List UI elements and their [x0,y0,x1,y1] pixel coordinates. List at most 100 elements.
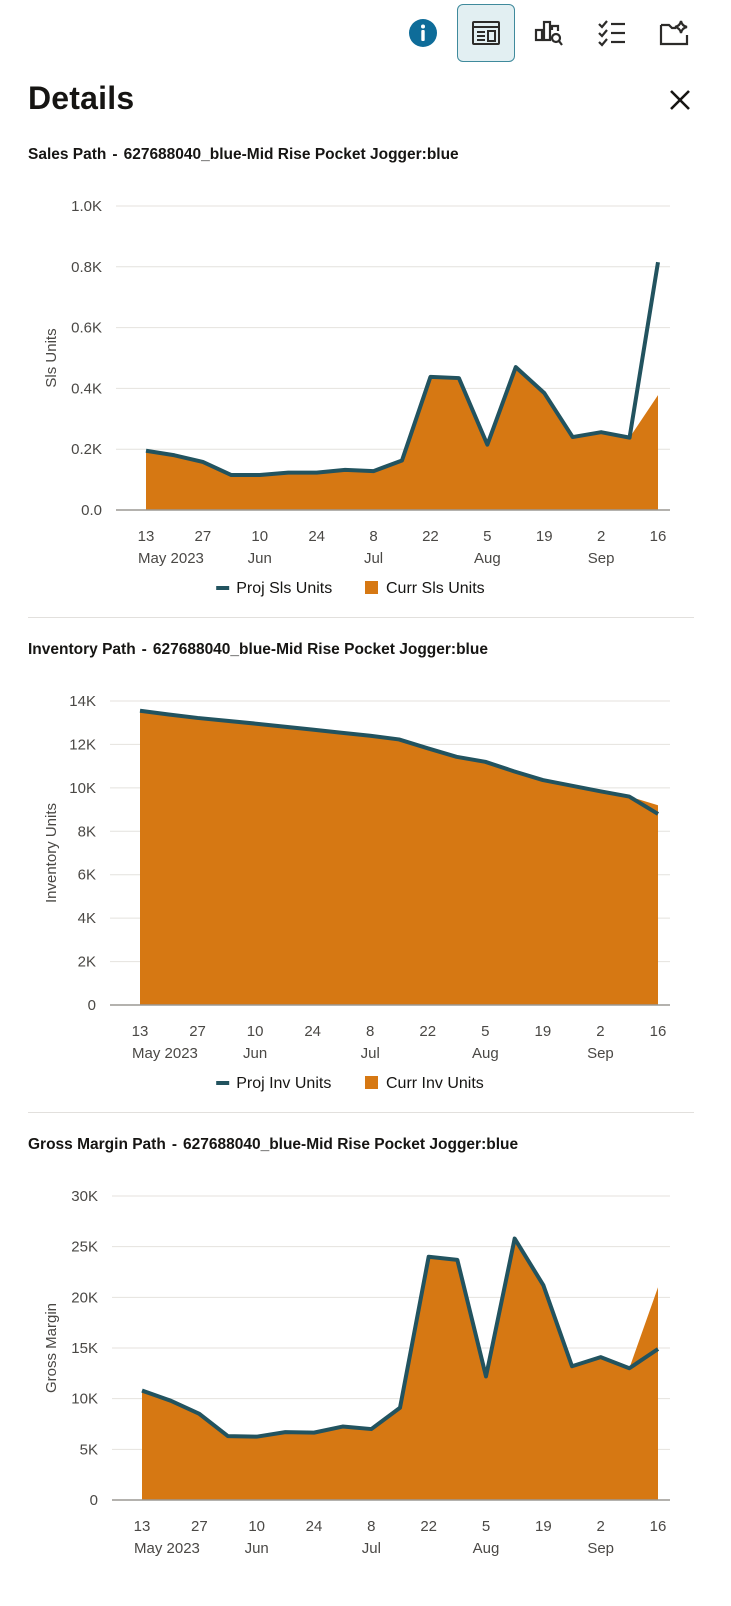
sparkle-folder-icon [659,20,689,46]
section-title: Gross Margin Path -627688040_blue-Mid Ris… [28,1136,518,1154]
x-tick-label: 27 [189,1023,206,1040]
proj-series-line [139,708,660,816]
proj-series-line [141,1236,660,1439]
x-tick-label: 8 [367,1518,375,1535]
y-tick-label: 1.0K [71,198,102,215]
y-tick-label: 25K [71,1239,98,1256]
gross-margin-path-section: Gross Margin Path -627688040_blue-Mid Ris… [0,1136,731,1606]
x-month-label: May 2023 [132,1045,198,1062]
y-tick-label: 12K [69,736,96,753]
proj-series-line [145,261,660,478]
x-month-label: May 2023 [134,1540,200,1557]
curr-series-area [140,710,658,1005]
x-tick-label: 10 [251,528,268,545]
x-tick-label: 16 [650,1518,667,1535]
y-tick-label: 0.6K [71,320,102,337]
divider [28,1112,694,1113]
legend-label: Proj Inv Units [236,1075,331,1092]
y-tick-label: 10K [69,780,96,797]
title-separator: - [171,1136,177,1153]
x-tick-label: 27 [191,1518,208,1535]
y-tick-label: 0.8K [71,259,102,276]
x-tick-label: 13 [132,1023,149,1040]
sales-path-section: Sales Path -627688040_blue-Mid Rise Pocke… [0,146,731,616]
close-icon [670,90,690,110]
info-icon [409,19,437,47]
y-axis-title: Inventory Units [43,803,60,903]
checklist-button[interactable] [583,4,641,62]
y-tick-label: 15K [71,1340,98,1357]
x-tick-label: 24 [304,1023,321,1040]
legend: Proj Inv Units Curr Inv Units [216,1075,484,1092]
divider [28,617,694,618]
checklist-icon [598,20,625,47]
x-tick-label: 10 [247,1023,264,1040]
y-tick-label: 0.4K [71,380,102,397]
x-month-label: Aug [473,1540,500,1557]
y-tick-label: 8K [78,823,96,840]
x-tick-label: 16 [650,1023,667,1040]
y-tick-label: 0 [88,997,96,1014]
x-month-label: May 2023 [138,550,204,567]
legend: Proj Sls Units Curr Sls Units [216,580,485,597]
title-separator: - [112,146,118,163]
gross-margin-path-chart: 0 5K 10K 15K 20K 25K 30K Gross Margin 13 27 10 24 8 2… [43,1188,670,1557]
x-tick-label: 24 [308,528,325,545]
y-axis-title: Gross Margin [43,1303,60,1393]
x-month-label: Sep [587,1045,614,1062]
x-month-label: Jul [362,1540,381,1557]
x-tick-label: 5 [481,1023,489,1040]
title-separator: - [141,641,147,658]
x-tick-label: 10 [248,1518,265,1535]
x-tick-label: 2 [596,1518,604,1535]
x-tick-label: 13 [138,528,155,545]
legend-area-swatch [365,1076,378,1089]
x-month-label: Jul [361,1045,380,1062]
x-tick-label: 16 [650,528,667,545]
legend-label: Proj Sls Units [236,580,332,597]
details-panel-icon [472,21,500,45]
x-tick-label: 2 [596,1023,604,1040]
y-tick-label: 14K [69,693,96,710]
inventory-path-chart: 0 2K 4K 6K 8K 10K 12K 14K Inventory Units 13 27 10 2… [43,693,670,1092]
x-tick-label: 5 [483,528,491,545]
y-tick-label: 20K [71,1289,98,1306]
y-tick-label: 2K [78,954,96,971]
toolbar [0,4,731,64]
chart-search-button[interactable] [520,4,578,62]
inventory-path-section: Inventory Path -627688040_blue-Mid Rise P… [0,641,731,1111]
x-month-label: Aug [472,1045,499,1062]
x-tick-label: 22 [420,1518,437,1535]
x-tick-label: 22 [419,1023,436,1040]
x-month-label: Jul [364,550,383,567]
x-tick-label: 8 [369,528,377,545]
ai-assist-button[interactable] [645,4,703,62]
x-tick-label: 13 [134,1518,151,1535]
chart-subtitle: 627688040_blue-Mid Rise Pocket Jogger:bl… [123,146,459,163]
curr-series-area [142,1238,658,1500]
legend-label: Curr Inv Units [386,1075,484,1092]
y-tick-label: 4K [78,910,96,927]
x-tick-label: 19 [536,528,553,545]
chart-title: Inventory Path [28,641,136,658]
y-tick-label: 0.2K [71,441,102,458]
section-title: Sales Path -627688040_blue-Mid Rise Pocke… [28,146,459,164]
page-title: Details [28,80,135,116]
x-month-label: Sep [588,550,615,567]
chart-search-icon [534,20,563,46]
y-tick-label: 0 [90,1492,98,1509]
x-tick-label: 5 [482,1518,490,1535]
x-month-label: Jun [248,550,272,567]
x-month-label: Sep [587,1540,614,1557]
x-tick-label: 27 [195,528,212,545]
details-view-button[interactable] [457,4,515,62]
x-tick-label: 2 [597,528,605,545]
x-tick-label: 8 [366,1023,374,1040]
info-button[interactable] [394,4,452,62]
x-month-label: Jun [243,1045,267,1062]
sales-path-chart: 0.0 0.2K 0.4K 0.6K 0.8K 1.0K Sls Units 13 27 10 24… [43,198,670,597]
y-tick-label: 0.0 [81,502,102,519]
close-button[interactable] [664,84,696,116]
x-month-label: Aug [474,550,501,567]
y-tick-label: 5K [80,1441,98,1458]
